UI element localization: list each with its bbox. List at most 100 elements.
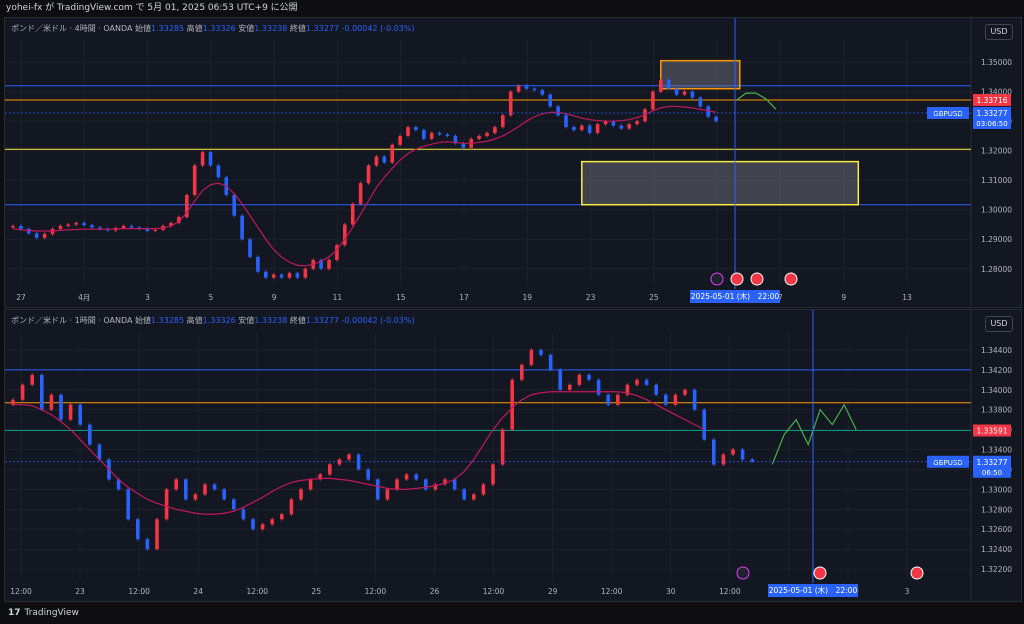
legend-close-label: 終値 <box>289 24 306 33</box>
crosshair-time-label-bg <box>768 584 858 597</box>
candle-body <box>20 384 25 400</box>
candle-body <box>74 223 78 225</box>
chart-pane-1h[interactable]: 1.344001.342001.340001.338001.336001.334… <box>4 309 1022 602</box>
x-tick-label: 19 <box>523 293 533 302</box>
candle-body <box>49 394 54 410</box>
candle-body <box>616 394 620 405</box>
candle-body <box>366 165 371 184</box>
candle-body <box>295 273 300 278</box>
candle-body <box>270 519 274 525</box>
candle-body <box>414 474 418 480</box>
candle-body <box>358 183 363 204</box>
candle-body <box>279 274 284 278</box>
legend-high: 1.33326 <box>202 24 236 33</box>
crosshair-time-label-bg <box>690 290 780 303</box>
countdown-tag: 03:06:50 <box>976 120 1007 128</box>
candle-body <box>750 459 754 462</box>
candle-body <box>477 135 481 139</box>
legend-change: -0.00042 (-0.03%) <box>341 316 415 325</box>
candle-body <box>524 85 529 89</box>
moving-average-line <box>13 391 705 515</box>
legend-low-label: 安値 <box>238 24 255 33</box>
candle-body <box>59 394 63 420</box>
candle-body <box>203 484 207 495</box>
candle-body <box>395 479 399 490</box>
candle-body <box>200 152 205 166</box>
current-price-tag: 1.33277 <box>976 458 1007 467</box>
candle-body <box>501 115 505 128</box>
candle-body <box>88 424 92 445</box>
current-price-tag: 1.33277 <box>976 109 1007 118</box>
y-tick-label: 1.35000 <box>981 58 1012 67</box>
candle-body <box>548 94 552 107</box>
moving-average-line <box>12 105 717 267</box>
candle-body <box>556 106 560 116</box>
x-tick-label: 17 <box>459 293 469 302</box>
candle-body <box>666 79 671 89</box>
candle-body <box>251 519 255 530</box>
candle-body <box>568 384 572 390</box>
chart-4h-canvas[interactable]: 1.350001.340001.330001.320001.310001.300… <box>5 18 1021 307</box>
candle-body <box>82 223 86 226</box>
countdown-tag: 06:50 <box>982 469 1002 477</box>
candle-body <box>376 479 380 500</box>
candle-body <box>564 115 568 128</box>
legend-close: 1.33277 <box>305 316 340 325</box>
candle-body <box>445 134 450 136</box>
legend-close: 1.33277 <box>305 24 340 33</box>
candle-body <box>27 228 31 234</box>
candle-body <box>208 152 213 166</box>
legend-high: 1.33326 <box>202 316 236 325</box>
candle-body <box>508 91 513 116</box>
x-tick-label: 25 <box>649 293 659 302</box>
x-tick-label: 24 <box>193 587 203 596</box>
candle-body <box>116 479 121 490</box>
candle-body <box>635 121 639 125</box>
candle-body <box>350 203 355 225</box>
candle-body <box>335 245 339 260</box>
candle-body <box>193 494 198 500</box>
legend-close-label: 終値 <box>289 316 306 325</box>
symbol-tag: GBPUSD <box>933 110 962 118</box>
candle-body <box>222 489 226 500</box>
candle-body <box>343 224 347 246</box>
candle-body <box>404 474 409 480</box>
zone-box <box>660 59 741 90</box>
projection-path <box>735 92 777 110</box>
candle-body <box>308 479 313 490</box>
legend-symbol: ポンド／米ドル · 4時間 · OANDA <box>11 24 133 33</box>
chart-pane-4h[interactable]: 1.350001.340001.330001.320001.310001.300… <box>4 17 1022 308</box>
x-tick-label: 27 <box>16 293 26 302</box>
candle-body <box>603 121 608 125</box>
candle-body <box>366 469 370 480</box>
candle-body <box>712 439 716 465</box>
y-tick-label: 1.33800 <box>981 406 1012 415</box>
legend-open-label: 始値 <box>135 24 151 33</box>
candle-body <box>510 379 514 430</box>
candle-body <box>572 127 576 131</box>
candle-body <box>635 379 639 385</box>
chart-1h-canvas[interactable]: 1.344001.342001.340001.338001.336001.334… <box>5 310 1021 601</box>
candle-body <box>327 259 331 269</box>
candle-body <box>212 484 217 490</box>
candle-body <box>280 514 284 520</box>
currency-button[interactable]: USD <box>985 316 1013 332</box>
x-tick-label: 4月 <box>78 293 90 302</box>
candle-body <box>485 132 489 136</box>
x-tick-label: 9 <box>841 293 846 302</box>
us-flag-event-icon <box>784 272 798 286</box>
level-price-tag: 1.33591 <box>976 427 1007 436</box>
crosshair-time-label: 2025-05-01 (木) 22:00 <box>691 291 780 301</box>
symbol-tag-bg <box>927 106 969 119</box>
candle-body <box>145 539 150 550</box>
symbol-tag: GBPUSD <box>933 459 962 467</box>
current-price-tag-bg <box>973 455 1011 478</box>
us-flag-event-icon <box>730 272 744 286</box>
legend-open: 1.33285 <box>151 24 185 33</box>
x-tick-label: 9 <box>272 293 277 302</box>
candle-body <box>500 429 505 465</box>
currency-button[interactable]: USD <box>985 24 1013 40</box>
candle-body <box>68 404 73 420</box>
candle-body <box>90 225 94 228</box>
candle-body <box>11 399 15 405</box>
